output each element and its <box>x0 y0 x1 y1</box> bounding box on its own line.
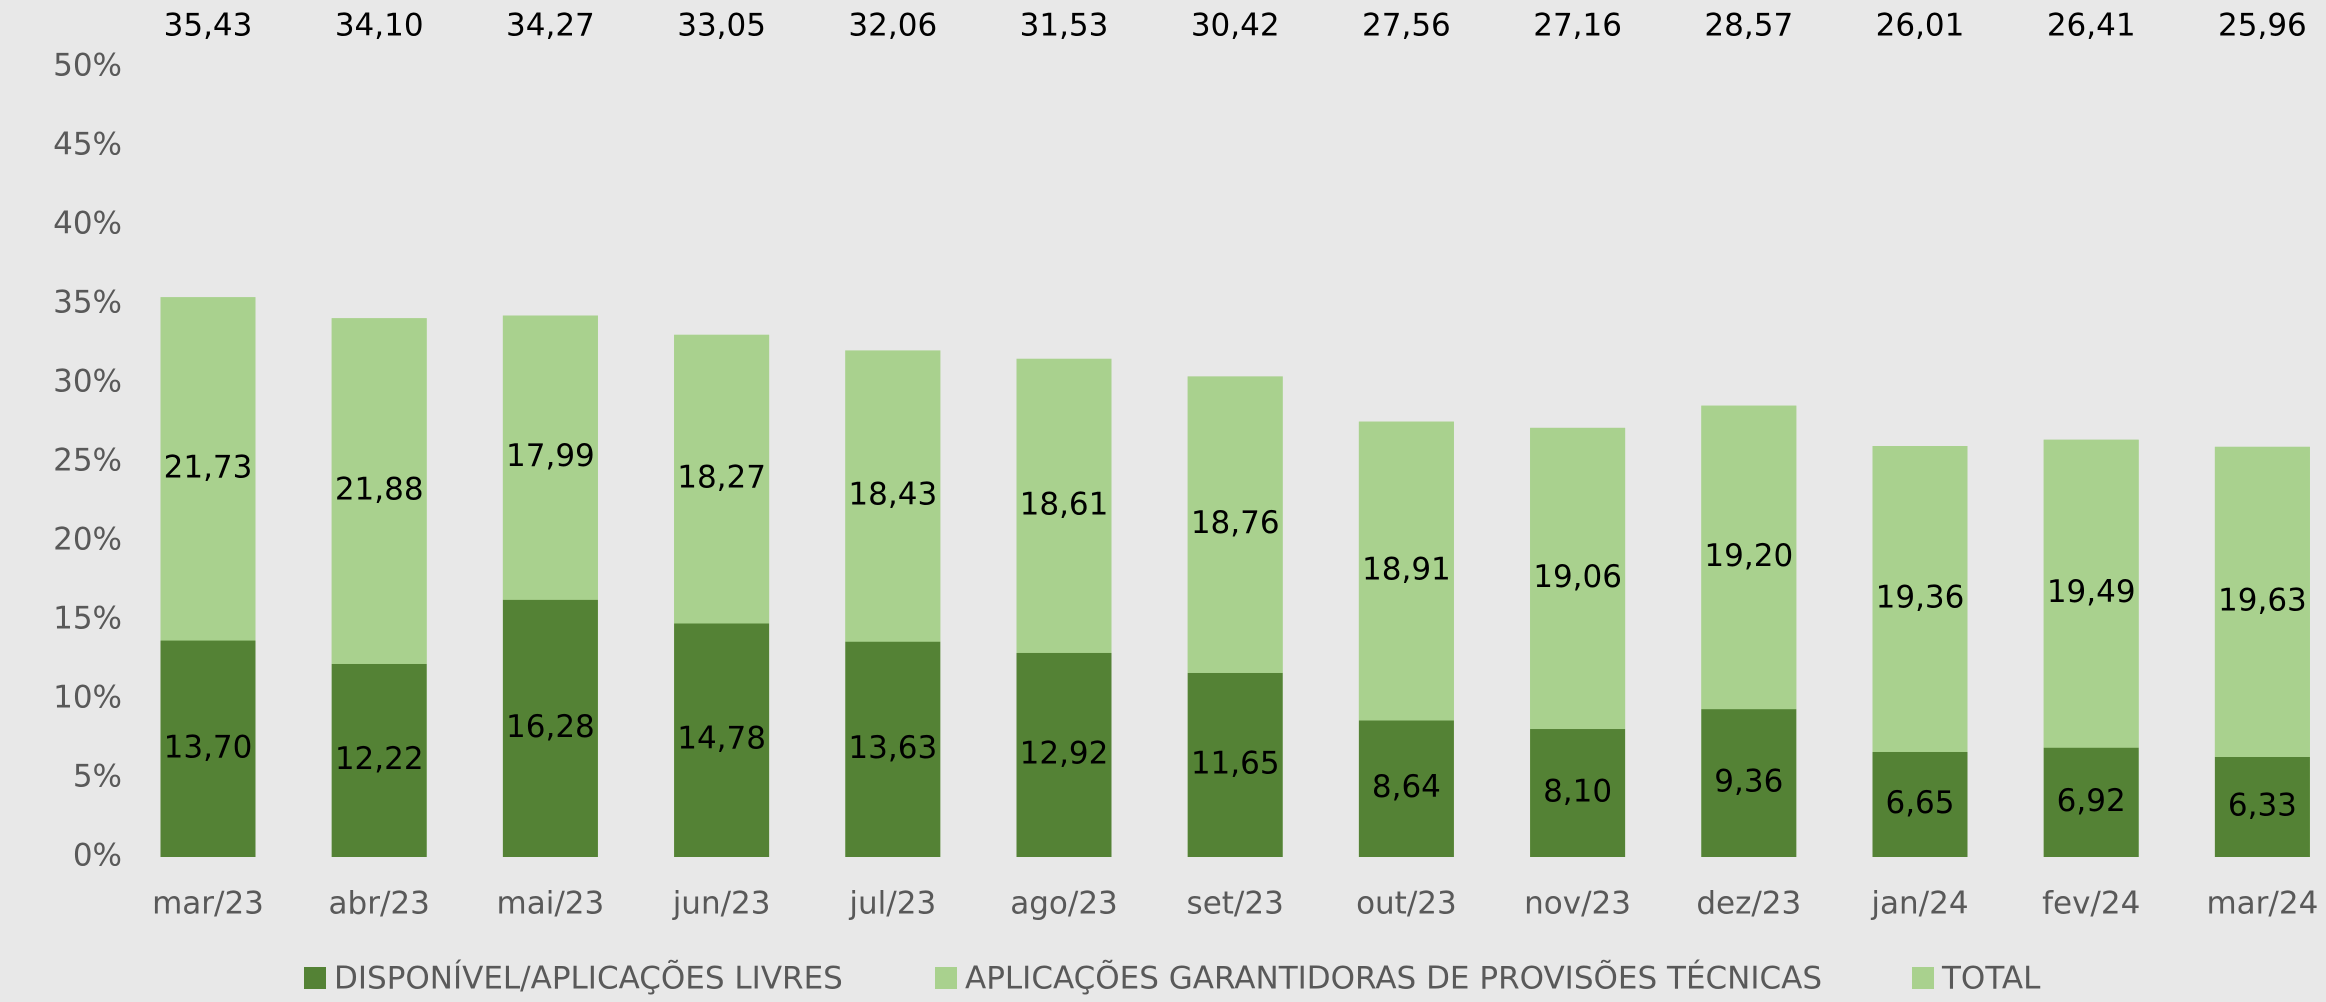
data-label: 6,92 <box>2057 783 2126 819</box>
bar-segment <box>1530 427 1626 730</box>
y-tick-label: 45% <box>53 127 122 163</box>
data-label: 19,20 <box>1704 538 1793 574</box>
data-label: 13,70 <box>164 729 253 765</box>
x-tick-label: mai/23 <box>497 886 605 922</box>
legend-label: DISPONÍVEL/APLICAÇÕES LIVRES <box>334 960 843 997</box>
data-label: 18,27 <box>677 460 766 496</box>
bar-segment <box>1187 672 1283 857</box>
x-tick-label: set/23 <box>1187 886 1284 922</box>
data-label: 18,43 <box>848 477 937 513</box>
total-label: 33,05 <box>677 8 766 44</box>
x-tick-label: nov/23 <box>1524 886 1631 922</box>
total-label: 28,57 <box>1704 8 1793 44</box>
bar-segment <box>331 663 427 857</box>
data-label: 17,99 <box>506 438 595 474</box>
data-label: 21,88 <box>335 472 424 508</box>
y-tick-label: 5% <box>73 759 122 795</box>
data-label: 6,65 <box>1885 785 1954 821</box>
total-label: 27,56 <box>1362 8 1451 44</box>
data-label: 16,28 <box>506 709 595 745</box>
x-tick-label: mar/23 <box>152 886 264 922</box>
y-tick-label: 25% <box>53 443 122 479</box>
total-label: 30,42 <box>1191 8 1280 44</box>
data-label: 13,63 <box>848 730 937 766</box>
y-tick-label: 35% <box>53 285 122 321</box>
bar-segment <box>1016 652 1112 857</box>
x-tick-label: abr/23 <box>329 886 430 922</box>
bar-segment <box>2214 446 2310 757</box>
data-label: 11,65 <box>1191 745 1280 781</box>
bar-segment <box>1701 405 1797 710</box>
bar-segment <box>160 640 256 857</box>
x-tick-label: fev/24 <box>2042 886 2140 922</box>
bar-segment <box>502 599 598 857</box>
bar-segment <box>845 641 941 857</box>
y-tick-label: 40% <box>53 206 122 242</box>
data-label: 18,76 <box>1191 505 1280 541</box>
bar-segment <box>502 315 598 600</box>
data-label: 12,22 <box>335 741 424 777</box>
y-tick-label: 0% <box>73 838 122 874</box>
x-tick-label: ago/23 <box>1010 886 1118 922</box>
total-label: 31,53 <box>1020 8 1109 44</box>
total-label: 34,10 <box>335 8 424 44</box>
bar-segment <box>1530 729 1626 857</box>
legend-label: TOTAL <box>1941 961 2041 997</box>
data-label: 9,36 <box>1714 764 1783 800</box>
x-tick-label: out/23 <box>1356 886 1457 922</box>
bar-segment <box>1872 446 1968 752</box>
bar-segment <box>674 623 770 857</box>
bar-segment <box>2214 756 2310 857</box>
bar-segment <box>2043 439 2139 748</box>
data-label: 19,06 <box>1533 559 1622 595</box>
total-label: 25,96 <box>2218 8 2307 44</box>
x-tick-label: dez/23 <box>1696 886 1801 922</box>
data-label: 8,64 <box>1372 769 1441 805</box>
bar-segment <box>1016 358 1112 653</box>
bar-segment <box>1358 421 1454 721</box>
x-tick-label: mar/24 <box>2206 886 2318 922</box>
y-tick-label: 20% <box>53 522 122 558</box>
data-label: 19,36 <box>1876 579 1965 615</box>
data-label: 12,92 <box>1020 735 1109 771</box>
legend-swatch <box>1912 967 1934 989</box>
y-tick-label: 15% <box>53 601 122 637</box>
data-label: 18,91 <box>1362 552 1451 588</box>
total-label: 27,16 <box>1533 8 1622 44</box>
x-tick-label: jul/23 <box>848 886 936 922</box>
total-label: 32,06 <box>848 8 937 44</box>
bar-segment <box>1701 709 1797 857</box>
data-label: 14,78 <box>677 721 766 757</box>
total-label: 26,41 <box>2047 8 2136 44</box>
bar-segment <box>331 318 427 664</box>
bar-segment <box>1872 751 1968 857</box>
y-tick-label: 10% <box>53 680 122 716</box>
y-tick-label: 50% <box>53 48 122 84</box>
total-label: 26,01 <box>1876 8 1965 44</box>
data-label: 21,73 <box>164 449 253 485</box>
data-label: 6,33 <box>2228 787 2297 823</box>
total-label: 35,43 <box>164 8 253 44</box>
bar-segment <box>2043 747 2139 857</box>
legend-swatch <box>935 967 957 989</box>
x-tick-label: jan/24 <box>1870 886 1968 922</box>
legend-label: APLICAÇÕES GARANTIDORAS DE PROVISÕES TÉC… <box>965 960 1822 997</box>
data-label: 18,61 <box>1020 486 1109 522</box>
x-tick-label: jun/23 <box>672 886 771 922</box>
bar-segment <box>1187 376 1283 673</box>
bar-segment <box>845 350 941 642</box>
bar-segment <box>1358 720 1454 857</box>
data-label: 8,10 <box>1543 774 1612 810</box>
total-label: 34,27 <box>506 8 595 44</box>
data-label: 19,49 <box>2047 574 2136 610</box>
bar-segment <box>160 297 256 641</box>
legend-swatch <box>304 967 326 989</box>
bar-segment <box>674 334 770 624</box>
y-tick-label: 30% <box>53 364 122 400</box>
data-label: 19,63 <box>2218 582 2307 618</box>
